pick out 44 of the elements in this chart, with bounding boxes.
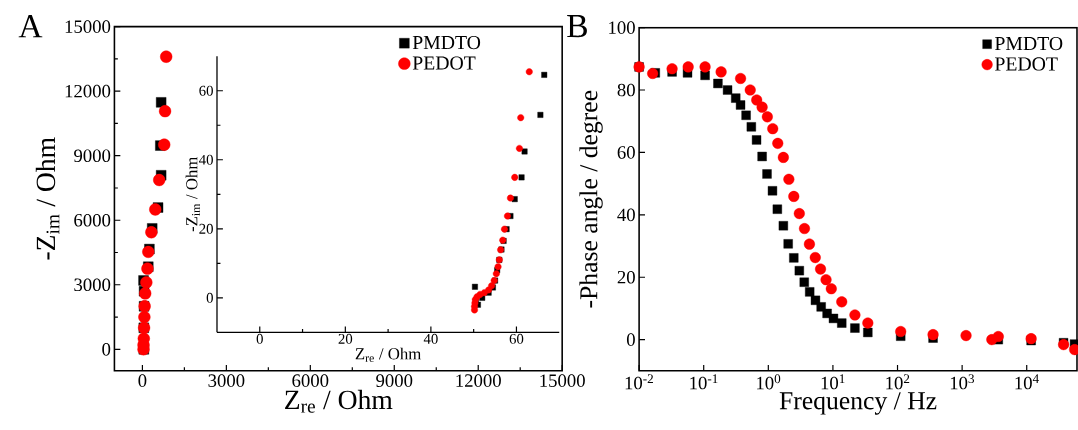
legend-label: PMDTO [994, 36, 1063, 51]
y-axis-title: -Phase angle / degree [579, 90, 603, 308]
x-tick-label: 10$^{1}$ [821, 374, 845, 390]
x-tick-label: 10$^{3}$ [950, 374, 975, 390]
y-axis-title: -Z$_{im}$ / Ohm [185, 156, 200, 232]
x-tick-label: 40 [423, 333, 438, 344]
y-tick-label: 60 [617, 146, 635, 159]
legend-label: PEDOT [994, 57, 1058, 71]
x-tick-label: 10$^{-1}$ [690, 374, 718, 390]
x-tick-label: 20 [338, 333, 353, 344]
y-tick-label: 40 [199, 154, 213, 165]
x-tick-label: 3000 [208, 374, 245, 387]
text: A [18, 15, 43, 38]
x-axis-title: Z$_{re}$ / Ohm [285, 389, 393, 413]
x-axis-title: Z$_{re}$ / Ohm [355, 347, 422, 362]
x-tick-label: 6000 [292, 374, 329, 387]
y-axis-title: -Z$_{im}$ / Ohm [35, 137, 60, 260]
x-tick-label: 10$^{-2}$ [625, 374, 653, 390]
x-tick-label: 15000 [540, 374, 585, 387]
x-tick-label: 9000 [376, 374, 413, 387]
y-tick-label: 60 [199, 85, 213, 96]
y-tick-label: 0 [102, 343, 111, 356]
x-tick-label: 60 [509, 333, 524, 344]
legend-label: PEDOT [412, 56, 476, 70]
y-tick-label: 0 [206, 292, 213, 303]
x-tick-label: 12000 [456, 374, 501, 387]
legend-label: PMDTO [412, 35, 481, 50]
y-tick-label: 12000 [65, 84, 111, 98]
y-tick-label: 15000 [65, 20, 111, 33]
text: B [567, 15, 587, 38]
y-tick-label: 3000 [74, 278, 111, 292]
x-tick-label: 0 [138, 374, 147, 387]
y-tick-label: 20 [617, 270, 635, 284]
x-tick-label: 10$^{2}$ [886, 374, 910, 390]
y-tick-label: 80 [617, 83, 635, 97]
x-tick-label: 10$^{4}$ [1015, 374, 1039, 390]
y-tick-label: 40 [617, 208, 635, 222]
y-tick-label: 100 [609, 21, 635, 34]
y-tick-label: 20 [199, 223, 213, 234]
x-tick-label: 10$^{0}$ [757, 374, 781, 390]
x-tick-label: 0 [256, 333, 263, 344]
y-tick-label: 6000 [74, 213, 111, 227]
y-tick-label: 9000 [74, 149, 111, 163]
x-axis-title: Frequency / Hz [779, 392, 937, 415]
